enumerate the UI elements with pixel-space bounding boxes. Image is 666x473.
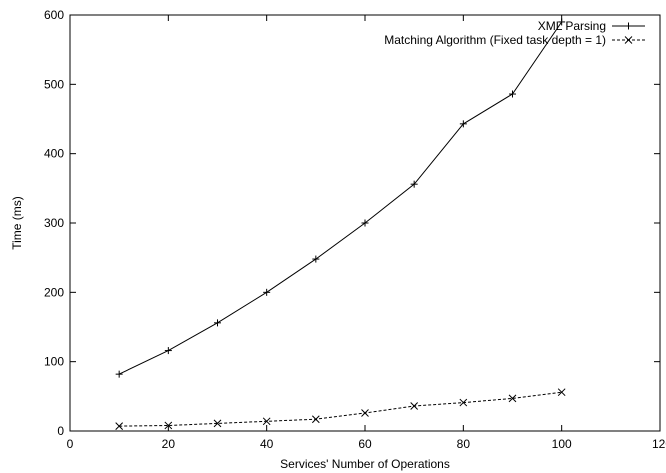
- marker-stroke: [410, 402, 419, 410]
- marker-stroke: [557, 388, 566, 397]
- data-point: [214, 319, 221, 327]
- legend-label: Matching Algorithm (Fixed task depth = 1…: [384, 33, 606, 47]
- legend-marker: [625, 22, 632, 30]
- data-point: [312, 255, 320, 263]
- series-line-2: [119, 391, 562, 427]
- data-point: [361, 409, 369, 417]
- x-tick-label: 0: [67, 437, 74, 451]
- marker-stroke: [624, 36, 633, 44]
- marker-stroke: [361, 409, 369, 417]
- x-tick-label: 40: [260, 437, 274, 451]
- marker-stroke: [262, 417, 271, 426]
- data-point: [115, 370, 123, 378]
- data-point: [164, 421, 173, 430]
- data-point: [509, 90, 516, 98]
- x-tick-label: 80: [457, 437, 471, 451]
- data-point: [164, 347, 172, 355]
- x-axis-label: Services' Number of Operations: [280, 457, 450, 471]
- x-tick-label: 20: [162, 437, 176, 451]
- y-tick-label: 600: [44, 8, 64, 22]
- data-point: [410, 402, 419, 410]
- data-point: [213, 419, 222, 428]
- y-tick-label: 0: [57, 424, 64, 438]
- marker-stroke: [164, 421, 173, 430]
- data-point: [115, 422, 124, 431]
- data-point: [262, 417, 271, 426]
- y-tick-label: 300: [44, 216, 64, 230]
- marker-stroke: [115, 422, 124, 431]
- series-line-1: [118, 21, 563, 375]
- y-tick-label: 100: [44, 355, 64, 369]
- x-tick-label: 60: [358, 437, 372, 451]
- series-layer: [115, 18, 566, 431]
- y-axis-label: Time (ms): [10, 196, 24, 250]
- marker-stroke: [508, 394, 517, 403]
- data-point: [263, 288, 271, 296]
- data-point: [459, 398, 468, 407]
- axis-ticks: 0 20 40 60 80 100 120 0 100 200 300 400 500 600: [44, 8, 666, 451]
- marker-stroke: [213, 419, 222, 428]
- data-point: [311, 415, 320, 424]
- x-tick-label: 100: [552, 437, 572, 451]
- marker-stroke: [311, 415, 320, 424]
- legend-marker: [624, 36, 633, 44]
- x-tick-label: 120: [652, 437, 666, 451]
- data-point: [459, 120, 467, 128]
- legend-label: XML Parsing: [538, 19, 606, 33]
- data-point: [508, 394, 517, 403]
- data-point: [557, 388, 566, 397]
- y-tick-label: 500: [44, 77, 64, 91]
- y-tick-label: 400: [44, 147, 64, 161]
- data-point: [410, 180, 418, 188]
- data-point: [361, 219, 369, 227]
- y-tick-label: 200: [44, 285, 64, 299]
- marker-stroke: [459, 398, 468, 407]
- data-point: [558, 18, 566, 26]
